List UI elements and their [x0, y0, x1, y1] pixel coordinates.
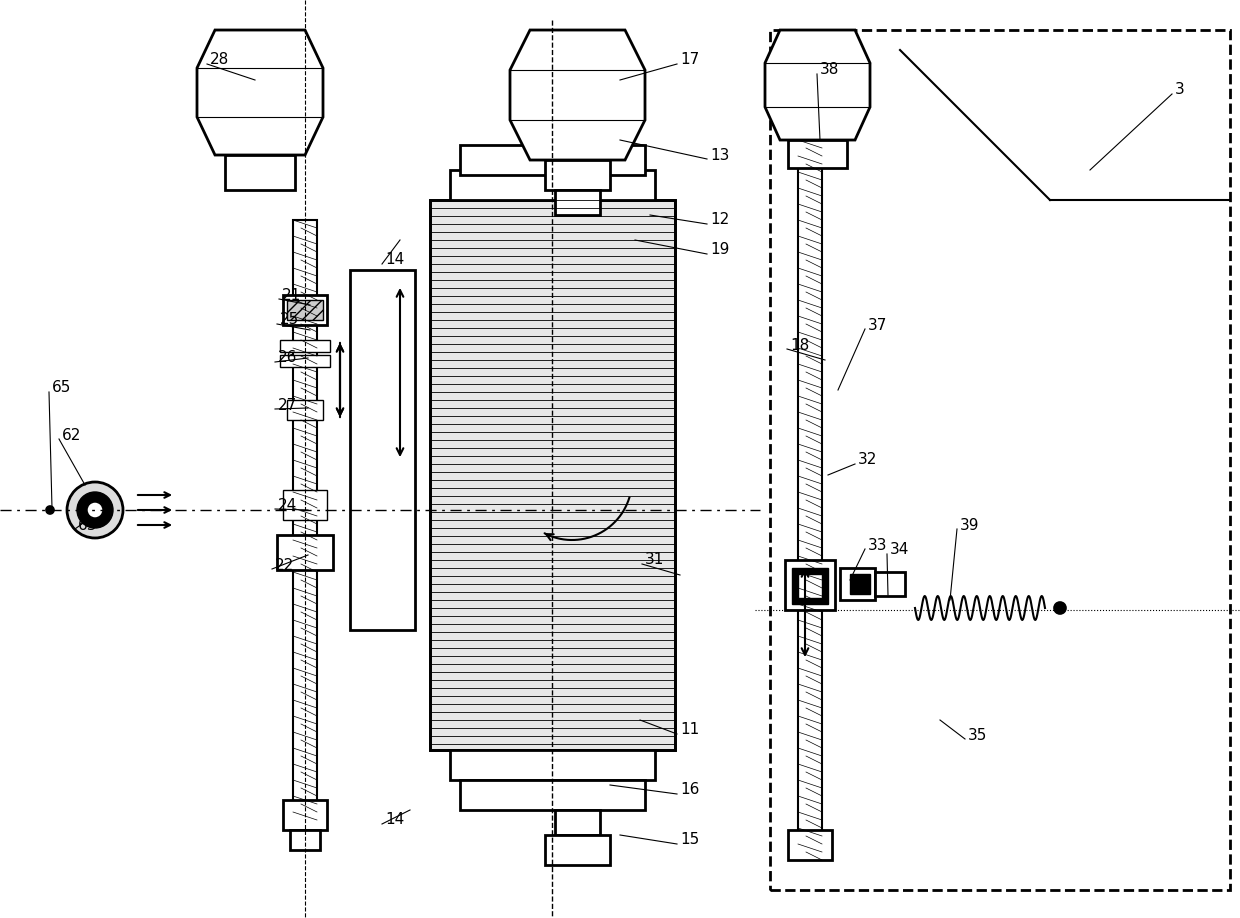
Text: 25: 25 — [280, 312, 299, 328]
Polygon shape — [765, 30, 870, 140]
Text: 16: 16 — [680, 782, 699, 798]
Text: 11: 11 — [680, 722, 699, 737]
Bar — [460, 780, 645, 810]
Bar — [280, 340, 330, 352]
Text: 17: 17 — [680, 52, 699, 68]
Bar — [430, 200, 675, 750]
Bar — [283, 490, 327, 520]
Bar — [799, 140, 822, 860]
Text: 14: 14 — [384, 252, 404, 267]
Text: 14: 14 — [384, 812, 404, 827]
Bar — [280, 355, 330, 367]
Bar — [792, 568, 828, 604]
Text: 63: 63 — [78, 518, 98, 532]
Bar — [556, 810, 600, 835]
Text: 24: 24 — [278, 498, 298, 512]
Bar — [277, 535, 334, 570]
Bar — [350, 270, 415, 630]
Bar — [799, 574, 822, 598]
Text: 21: 21 — [281, 287, 301, 303]
Polygon shape — [510, 30, 645, 160]
Bar — [839, 568, 875, 600]
Text: 26: 26 — [278, 351, 298, 365]
Circle shape — [46, 506, 55, 514]
Bar — [787, 830, 832, 860]
Text: 31: 31 — [645, 553, 665, 567]
Text: 65: 65 — [52, 380, 72, 396]
Text: 22: 22 — [275, 557, 294, 573]
Bar — [460, 145, 645, 175]
Text: 19: 19 — [711, 242, 729, 258]
Bar — [286, 300, 322, 320]
Bar — [546, 160, 610, 190]
Text: 35: 35 — [968, 727, 987, 743]
Text: 28: 28 — [210, 52, 229, 68]
Circle shape — [67, 482, 123, 538]
Circle shape — [1054, 602, 1066, 614]
Bar — [770, 30, 1230, 890]
Text: 62: 62 — [62, 428, 82, 442]
Text: 12: 12 — [711, 212, 729, 228]
Bar — [875, 572, 905, 596]
Text: 39: 39 — [960, 518, 980, 532]
Circle shape — [77, 492, 113, 528]
Bar — [283, 295, 327, 325]
Bar — [450, 170, 655, 200]
Polygon shape — [197, 30, 322, 155]
Bar — [283, 800, 327, 830]
Bar — [546, 835, 610, 865]
Text: 37: 37 — [868, 318, 888, 332]
Bar — [556, 190, 600, 215]
Text: 13: 13 — [711, 148, 729, 162]
Bar — [224, 155, 295, 190]
Bar — [849, 574, 870, 594]
Text: 3: 3 — [1176, 83, 1184, 97]
Text: 34: 34 — [890, 543, 909, 557]
Bar — [450, 750, 655, 780]
Bar — [785, 560, 835, 610]
Text: 18: 18 — [790, 338, 810, 353]
Bar — [286, 400, 322, 420]
Text: 32: 32 — [858, 453, 878, 467]
Bar — [787, 140, 847, 168]
Circle shape — [87, 502, 103, 518]
Text: 15: 15 — [680, 833, 699, 847]
Text: 27: 27 — [278, 397, 298, 412]
Bar — [290, 830, 320, 850]
Bar — [430, 200, 675, 750]
Bar — [293, 220, 317, 820]
Text: 33: 33 — [868, 538, 888, 553]
Text: 38: 38 — [820, 62, 839, 77]
